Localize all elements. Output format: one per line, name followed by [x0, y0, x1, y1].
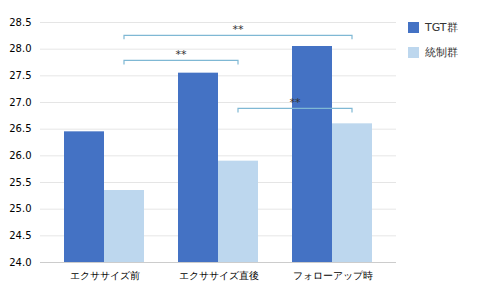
- svg-text:**: **: [290, 96, 302, 109]
- svg-text:24.5: 24.5: [9, 230, 31, 241]
- svg-text:25.0: 25.0: [9, 203, 31, 214]
- svg-text:**: **: [233, 23, 245, 36]
- svg-text:26.0: 26.0: [9, 150, 31, 161]
- svg-text:27.0: 27.0: [9, 97, 31, 108]
- svg-text:25.5: 25.5: [9, 177, 31, 188]
- html-text:統制群: 統制群: [425, 46, 458, 59]
- svg-text:28.5: 28.5: [9, 17, 31, 28]
- svg-text:24.0: 24.0: [9, 257, 31, 268]
- svg-text:**: **: [176, 48, 188, 61]
- svg-text:フォローアップ時: フォローアップ時: [293, 270, 373, 281]
- svg-text:26.5: 26.5: [9, 123, 31, 134]
- svg-text:28.0: 28.0: [9, 43, 31, 54]
- svg-text:エクササイズ前: エクササイズ前: [70, 270, 140, 281]
- svg-text:エクササイズ直後: エクササイズ直後: [179, 270, 259, 281]
- html-text:TGT群: TGT群: [425, 21, 458, 34]
- svg-text:27.5: 27.5: [9, 70, 31, 81]
